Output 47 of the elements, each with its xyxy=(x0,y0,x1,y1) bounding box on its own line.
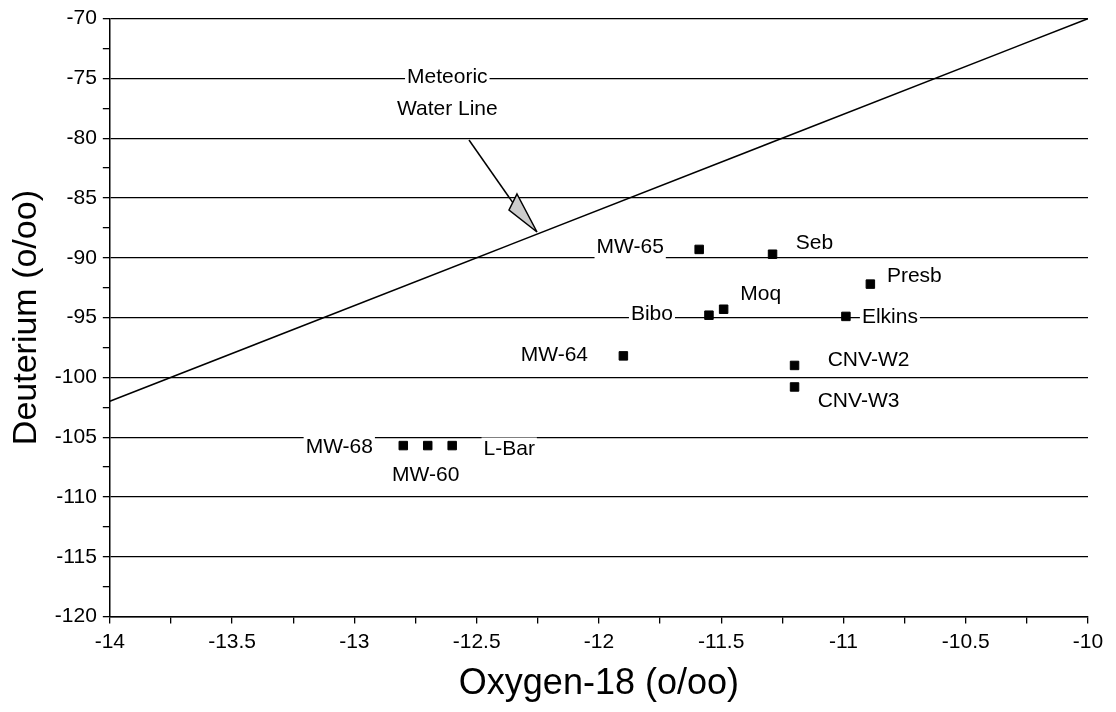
x-tick-label: -10.5 xyxy=(941,629,990,652)
series-label: L-Bar xyxy=(483,436,535,460)
y-tick-label: -80 xyxy=(66,125,97,148)
x-tick-label: -12.5 xyxy=(452,629,501,652)
series-label: Moq xyxy=(740,281,782,305)
series-label: Bibo xyxy=(630,301,673,324)
series-label: Seb xyxy=(795,230,834,254)
point xyxy=(789,382,800,392)
series-label: CNV-W2 xyxy=(827,347,910,371)
point xyxy=(704,310,714,320)
series-label: CNV-W3 xyxy=(817,387,900,411)
point xyxy=(865,279,876,289)
annotation: Meteoric Water Line xyxy=(396,64,498,120)
series-label: MW-60 xyxy=(392,462,460,486)
point xyxy=(398,440,409,451)
series-label: MW-64 xyxy=(520,341,589,365)
series-label: Presb xyxy=(886,262,942,286)
series-label: Elkins xyxy=(861,304,918,328)
x-tick-label: -11 xyxy=(829,629,858,652)
x-tick-label: -13.5 xyxy=(208,629,257,652)
point xyxy=(718,304,729,314)
y-tick-label: -90 xyxy=(66,244,97,268)
y-tick-label: -110 xyxy=(56,483,97,507)
point xyxy=(422,440,433,451)
x-tick-label: -11.5 xyxy=(698,629,745,652)
y-tick-label: -115 xyxy=(56,543,97,567)
x-tick-label: -10 xyxy=(1072,629,1104,652)
x-tick-label: -14 xyxy=(94,629,126,652)
point xyxy=(618,351,629,361)
point xyxy=(841,311,851,322)
x-tick-label: -13 xyxy=(339,629,370,652)
series-label: MW-68 xyxy=(305,434,373,458)
y-tick-label: -100 xyxy=(54,364,97,388)
y-tick-label: -70 xyxy=(66,5,97,29)
y-tick-label: -85 xyxy=(66,184,97,208)
x-tick-label: -12 xyxy=(583,629,615,652)
point xyxy=(694,244,704,255)
point xyxy=(789,360,800,371)
y-tick-label: -120 xyxy=(54,603,97,627)
x-axis-title: Oxygen-18 (o/oo) xyxy=(458,661,739,703)
series-label: MW-65 xyxy=(596,234,664,258)
y-tick-label: -105 xyxy=(54,424,97,447)
y-axis-title: Deuterium (o/oo) xyxy=(4,190,43,446)
y-tick-label: -95 xyxy=(66,304,97,328)
point xyxy=(447,440,457,451)
y-tick-label: -75 xyxy=(66,65,97,89)
point xyxy=(767,249,778,259)
